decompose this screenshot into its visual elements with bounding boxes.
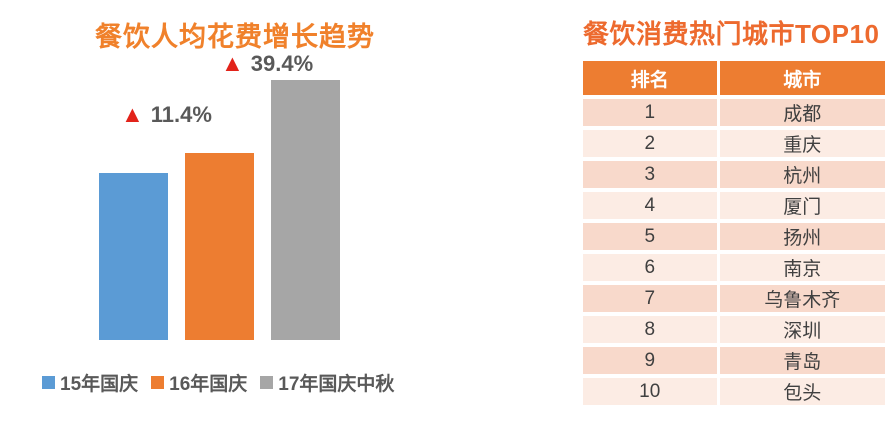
table-body: 1 成都 2 重庆 3 杭州 4 厦门 5 扬州 6 南京 7 乌鲁木齐 8 深圳 9 青岛 10 包头 [583, 97, 885, 409]
table-title: 餐饮消费热门城市TOP10 [583, 19, 880, 49]
table-row: 6 南京 [583, 252, 885, 285]
up-triangle-icon: ▲ [221, 50, 244, 76]
legend-label: 17年国庆中秋 [278, 374, 395, 395]
rank-cell: 5 [583, 221, 720, 254]
table-row: 1 成都 [583, 97, 885, 130]
growth-value: 39.4% [250, 50, 314, 76]
city-cell: 杭州 [718, 159, 885, 192]
city-cell: 包头 [718, 376, 885, 409]
growth-value: 11.4% [150, 101, 212, 127]
rank-cell: 4 [583, 190, 720, 223]
legend-item: 16年国庆 [151, 369, 247, 396]
table-row: 7 乌鲁木齐 [583, 283, 885, 316]
rank-cell: 10 [583, 376, 720, 409]
chart-panel: 餐饮人均花费增长趋势 ▲ 39.4% ▲ 11.4% 15年国庆 16年国庆 17年… [42, 22, 394, 396]
rank-cell: 2 [583, 128, 720, 161]
table-row: 9 青岛 [583, 345, 885, 378]
city-cell: 深圳 [718, 314, 885, 347]
legend-swatch-icon [260, 376, 274, 389]
table-row: 8 深圳 [583, 314, 885, 347]
bar-15年国庆 [99, 173, 168, 340]
legend-item: 15年国庆 [42, 369, 138, 396]
table-row: 4 厦门 [583, 190, 885, 223]
table-row: 5 扬州 [583, 221, 885, 254]
city-cell: 成都 [718, 97, 885, 130]
header-cell-rank: 排名 [583, 61, 720, 99]
table-row: 2 重庆 [583, 128, 885, 161]
rank-cell: 7 [583, 283, 720, 316]
header-row: 排名 城市 [583, 61, 885, 99]
legend: 15年国庆 16年国庆 17年国庆中秋 [42, 369, 394, 396]
header-cell-city: 城市 [718, 61, 885, 99]
growth-annotation-16: ▲ 11.4% [121, 103, 212, 126]
city-table: 排名 城市 1 成都 2 重庆 3 杭州 4 厦门 5 扬州 6 南京 7 乌鲁木齐 8 深圳 9 青岛 10 包头 [583, 61, 885, 409]
city-cell: 乌鲁木齐 [718, 283, 885, 316]
rank-cell: 6 [583, 252, 720, 285]
legend-item: 17年国庆中秋 [260, 369, 394, 396]
rank-cell: 8 [583, 314, 720, 347]
city-cell: 厦门 [718, 190, 885, 223]
chart-title: 餐饮人均花费增长趋势 [95, 22, 375, 52]
bar-16年国庆 [185, 153, 254, 340]
up-triangle-icon: ▲ [121, 101, 144, 127]
table-row: 3 杭州 [583, 159, 885, 192]
table-row: 10 包头 [583, 376, 885, 409]
legend-label: 15年国庆 [60, 374, 139, 395]
legend-label: 16年国庆 [169, 374, 248, 395]
city-cell: 扬州 [718, 221, 885, 254]
city-cell: 重庆 [718, 128, 885, 161]
city-cell: 青岛 [718, 345, 885, 378]
city-cell: 南京 [718, 252, 885, 285]
growth-annotation-17: ▲ 39.4% [221, 52, 313, 75]
bar-chart [99, 80, 340, 340]
rank-cell: 3 [583, 159, 720, 192]
rank-cell: 9 [583, 345, 720, 378]
rank-cell: 1 [583, 97, 720, 130]
bar-17年国庆中秋 [271, 80, 340, 340]
legend-swatch-icon [42, 376, 55, 389]
legend-swatch-icon [151, 376, 165, 389]
